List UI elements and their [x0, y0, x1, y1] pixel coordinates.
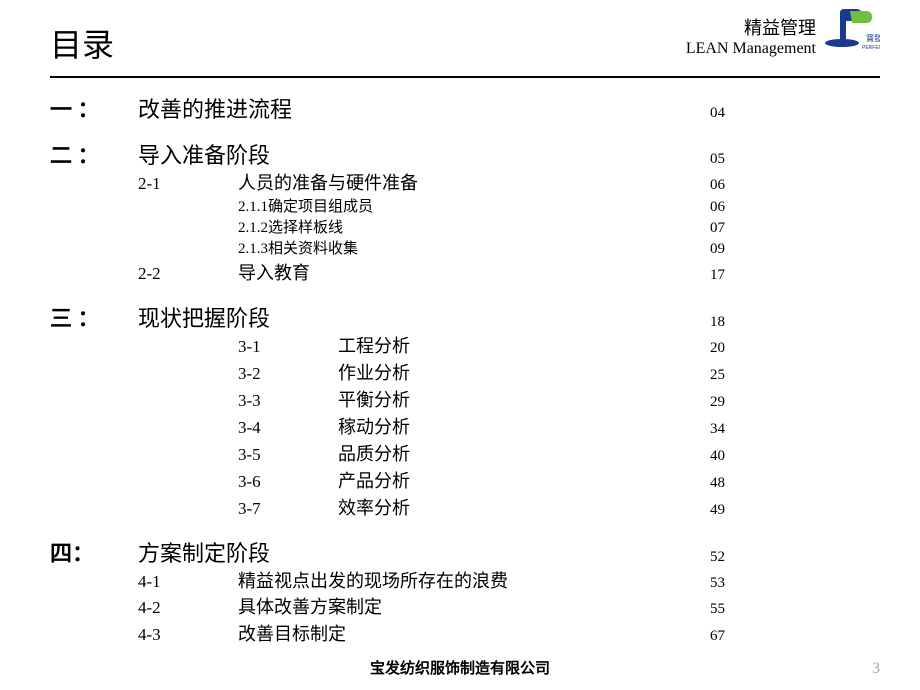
sub-title: 工程分析 [338, 333, 410, 360]
section-number: 一 ： [50, 92, 138, 124]
toc-subsection: 3-4 稼动分析 34 [50, 414, 870, 441]
sub-title: 具体改善方案制定 [238, 594, 382, 620]
subsub-text: 2.1.2选择样板线 [238, 218, 343, 239]
toc-subsection: 3-3 平衡分析 29 [50, 387, 870, 414]
sub-page: 49 [710, 499, 750, 522]
sub-page: 17 [710, 265, 750, 287]
sub-page: 34 [710, 418, 750, 441]
toc-section-head: 二 ： 导入准备阶段 05 [50, 138, 870, 170]
header-brand: 精益管理 LEAN Management 寶發 PERFECT [686, 14, 880, 58]
subsub-page: 06 [710, 197, 750, 218]
sub-page: 25 [710, 364, 750, 387]
slide-number: 3 [872, 660, 880, 678]
brand-logo-icon: 寶發 PERFECT [822, 7, 880, 51]
section-page: 52 [710, 549, 750, 566]
sub-code: 4-2 [138, 596, 238, 621]
header: 目录 精益管理 LEAN Management 寶發 PERFECT [0, 0, 920, 66]
sub-page: 20 [710, 337, 750, 360]
section-page: 04 [710, 105, 750, 122]
toc-subsection: 2-1 人员的准备与硬件准备 06 [50, 170, 870, 197]
brand-en: LEAN Management [686, 40, 816, 58]
toc-section-head: 一 ： 改善的推进流程 04 [50, 92, 870, 124]
section-title: 现状把握阶段 [138, 301, 270, 333]
toc-section-head: 三 ： 现状把握阶段 18 [50, 301, 870, 333]
section-page: 05 [710, 151, 750, 168]
toc-subsection: 3-7 效率分析 49 [50, 495, 870, 522]
sub-page: 40 [710, 445, 750, 468]
sub-title: 人员的准备与硬件准备 [238, 170, 418, 196]
toc-section-head: 四： 方案制定阶段 52 [50, 536, 870, 568]
toc-section: 三 ： 现状把握阶段 18 3-1 工程分析 20 3-2 作业分析 25 3-… [50, 301, 870, 522]
sub-code: 3-3 [238, 388, 338, 414]
toc-section: 四： 方案制定阶段 52 4-1 精益视点出发的现场所存在的浪费 53 4-2 … [50, 536, 870, 648]
section-number: 四： [50, 536, 138, 568]
sub-code: 3-4 [238, 415, 338, 441]
toc-section: 一 ： 改善的推进流程 04 [50, 92, 870, 124]
toc-subsubsection: 2.1.3相关资料收集 09 [50, 239, 870, 260]
sub-code: 3-6 [238, 469, 338, 495]
section-page: 18 [710, 314, 750, 331]
toc-subsubsection: 2.1.2选择样板线 07 [50, 218, 870, 239]
sub-title: 稼动分析 [338, 414, 410, 441]
section-title: 导入准备阶段 [138, 138, 270, 170]
brand-cn: 精益管理 [686, 14, 816, 40]
sub-title: 导入教育 [238, 260, 310, 286]
toc-subsection: 3-6 产品分析 48 [50, 468, 870, 495]
slide-page: 目录 精益管理 LEAN Management 寶發 PERFECT [0, 0, 920, 690]
sub-code: 3-1 [238, 334, 338, 360]
subsub-page: 09 [710, 239, 750, 260]
sub-title: 产品分析 [338, 468, 410, 495]
toc-subsection: 4-2 具体改善方案制定 55 [50, 594, 870, 621]
toc-section: 二 ： 导入准备阶段 05 2-1 人员的准备与硬件准备 06 2.1.1确定项… [50, 138, 870, 287]
sub-code: 3-7 [238, 496, 338, 522]
subsub-text: 2.1.3相关资料收集 [238, 239, 358, 260]
toc-subsection: 3-5 品质分析 40 [50, 441, 870, 468]
sub-title: 精益视点出发的现场所存在的浪费 [238, 568, 508, 594]
toc-subsection: 4-3 改善目标制定 67 [50, 621, 870, 648]
sub-title: 平衡分析 [338, 387, 410, 414]
sub-page: 29 [710, 391, 750, 414]
toc-subsection: 3-2 作业分析 25 [50, 360, 870, 387]
sub-title: 作业分析 [338, 360, 410, 387]
sub-page: 06 [710, 175, 750, 197]
logo-caption: 寶發 [866, 33, 880, 43]
toc-subsection: 4-1 精益视点出发的现场所存在的浪费 53 [50, 568, 870, 595]
svg-text:PERFECT: PERFECT [862, 45, 880, 51]
sub-page: 48 [710, 472, 750, 495]
toc-subsection: 2-2 导入教育 17 [50, 260, 870, 287]
toc-subsection: 3-1 工程分析 20 [50, 333, 870, 360]
sub-page: 53 [710, 573, 750, 595]
sub-code: 3-2 [238, 361, 338, 387]
sub-page: 67 [710, 626, 750, 648]
section-number: 三 ： [50, 301, 138, 333]
sub-code: 2-2 [138, 262, 238, 287]
toc-subsubsection: 2.1.1确定项目组成员 06 [50, 197, 870, 218]
toc-content: 一 ： 改善的推进流程 04 二 ： 导入准备阶段 05 2-1 人员的准备与硬… [0, 78, 920, 648]
sub-code: 4-3 [138, 623, 238, 648]
sub-page: 55 [710, 599, 750, 621]
sub-code: 4-1 [138, 570, 238, 595]
header-brand-inner: 精益管理 LEAN Management 寶發 PERFECT [686, 14, 880, 58]
section-title: 方案制定阶段 [138, 536, 270, 568]
subsub-text: 2.1.1确定项目组成员 [238, 197, 373, 218]
section-number: 二 ： [50, 138, 138, 170]
section-title: 改善的推进流程 [138, 92, 292, 124]
sub-title: 品质分析 [338, 441, 410, 468]
sub-title: 改善目标制定 [238, 621, 346, 647]
sub-code: 3-5 [238, 442, 338, 468]
footer-company: 宝发纺织服饰制造有限公司 [0, 657, 920, 678]
sub-code: 2-1 [138, 172, 238, 197]
sub-title: 效率分析 [338, 495, 410, 522]
subsub-page: 07 [710, 218, 750, 239]
